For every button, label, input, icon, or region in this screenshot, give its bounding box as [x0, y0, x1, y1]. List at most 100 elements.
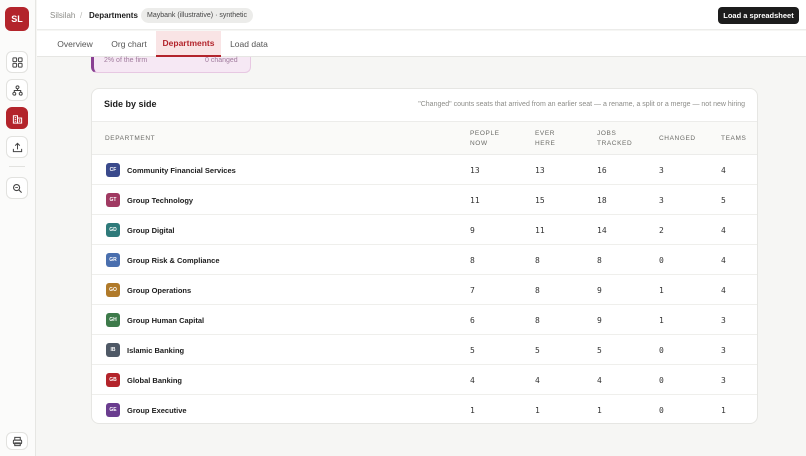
department-name[interactable]: Islamic Banking [127, 346, 184, 355]
cell-changed: 0 [659, 376, 664, 385]
cell-teams: 1 [721, 406, 726, 415]
cell-changed: 3 [659, 196, 664, 205]
cell-changed: 0 [659, 346, 664, 355]
cell-changed: 1 [659, 286, 664, 295]
cell-jobs-tracked: 14 [597, 226, 607, 235]
top-header: Silsilah / Departments Maybank (illustra… [37, 0, 806, 30]
table-row[interactable]: GB Global Banking 4 4 4 0 3 [92, 365, 758, 395]
cell-teams: 3 [721, 316, 726, 325]
cell-teams: 4 [721, 166, 726, 175]
cell-ever-here: 8 [535, 286, 540, 295]
table-row[interactable]: GO Group Operations 7 8 9 1 4 [92, 275, 758, 305]
department-badge: GR [106, 253, 120, 267]
department-name[interactable]: Group Executive [127, 406, 187, 415]
breadcrumb-root[interactable]: Silsilah [50, 11, 75, 20]
cell-people-now: 7 [470, 286, 475, 295]
cell-teams: 4 [721, 226, 726, 235]
department-name[interactable]: Group Operations [127, 286, 191, 295]
column-changed[interactable]: CHANGED [659, 134, 696, 144]
sidebar-item-overview[interactable] [6, 51, 28, 73]
department-name[interactable]: Group Human Capital [127, 316, 204, 325]
cell-teams: 4 [721, 256, 726, 265]
load-spreadsheet-button[interactable]: Load a spreadsheet [718, 7, 799, 24]
cell-jobs-tracked: 5 [597, 346, 602, 355]
cell-changed: 0 [659, 406, 664, 415]
cell-teams: 3 [721, 376, 726, 385]
cell-ever-here: 1 [535, 406, 540, 415]
cell-changed: 1 [659, 316, 664, 325]
table-row[interactable]: GT Group Technology 11 15 18 3 5 [92, 185, 758, 215]
cell-ever-here: 8 [535, 316, 540, 325]
cell-jobs-tracked: 18 [597, 196, 607, 205]
cell-ever-here: 4 [535, 376, 540, 385]
column-jobs-tracked[interactable]: JOBS TRACKED [597, 129, 632, 149]
peek-share-text: 2% of the firm [104, 57, 147, 64]
cell-teams: 5 [721, 196, 726, 205]
cell-ever-here: 11 [535, 226, 545, 235]
cell-people-now: 5 [470, 346, 475, 355]
upload-icon [12, 142, 23, 153]
print-button[interactable] [6, 432, 28, 450]
table-row[interactable]: CF Community Financial Services 13 13 16 3 4 [92, 155, 758, 185]
table-row[interactable]: IB Islamic Banking 5 5 5 0 3 [92, 335, 758, 365]
cell-people-now: 8 [470, 256, 475, 265]
cell-teams: 3 [721, 346, 726, 355]
department-badge: GT [106, 193, 120, 207]
tab-org-chart[interactable]: Org chart [102, 31, 156, 57]
cell-jobs-tracked: 9 [597, 286, 602, 295]
search-icon [12, 183, 23, 194]
department-badge: GE [106, 403, 120, 417]
department-name[interactable]: Community Financial Services [127, 166, 236, 175]
breadcrumb-separator: / [80, 11, 82, 20]
printer-icon [12, 436, 23, 447]
cell-ever-here: 13 [535, 166, 545, 175]
column-people-now[interactable]: PEOPLE NOW [470, 129, 500, 149]
table-header: DEPARTMENT PEOPLE NOW EVER HERE JOBS TRACKE… [92, 121, 758, 155]
cell-people-now: 1 [470, 406, 475, 415]
sidebar-item-org-chart[interactable] [6, 79, 28, 101]
cell-ever-here: 8 [535, 256, 540, 265]
tab-departments[interactable]: Departments [156, 31, 221, 57]
cell-changed: 2 [659, 226, 664, 235]
sidebar-item-load-data[interactable] [6, 136, 28, 158]
app-logo[interactable]: SL [5, 7, 29, 31]
org-chart-icon [12, 85, 23, 96]
side-by-side-card: Side by side "Changed" counts seats that… [91, 88, 758, 424]
sidebar-item-search[interactable] [6, 177, 28, 199]
column-department[interactable]: DEPARTMENT [105, 134, 155, 144]
cell-ever-here: 5 [535, 346, 540, 355]
department-summary-card[interactable]: 2% of the firm 0 changed [91, 57, 251, 73]
cell-jobs-tracked: 16 [597, 166, 607, 175]
tab-load-data[interactable]: Load data [223, 31, 275, 57]
column-teams[interactable]: TEAMS [721, 134, 746, 144]
table-row[interactable]: GD Group Digital 9 11 14 2 4 [92, 215, 758, 245]
column-ever-here[interactable]: EVER HERE [535, 129, 555, 149]
department-name[interactable]: Group Technology [127, 196, 193, 205]
sidebar-divider [9, 166, 25, 167]
department-name[interactable]: Global Banking [127, 376, 182, 385]
cell-people-now: 4 [470, 376, 475, 385]
table-row[interactable]: GR Group Risk & Compliance 8 8 8 0 4 [92, 245, 758, 275]
department-name[interactable]: Group Risk & Compliance [127, 256, 220, 265]
table-row[interactable]: GH Group Human Capital 6 8 9 1 3 [92, 305, 758, 335]
table-row[interactable]: GE Group Executive 1 1 1 0 1 [92, 395, 758, 424]
department-badge: IB [106, 343, 120, 357]
cell-people-now: 11 [470, 196, 480, 205]
department-badge: CF [106, 163, 120, 177]
tab-bar: Overview Org chart Departments Load data [37, 31, 806, 57]
tab-overview[interactable]: Overview [50, 31, 100, 57]
card-title: Side by side [104, 99, 157, 109]
cell-changed: 3 [659, 166, 664, 175]
cell-jobs-tracked: 9 [597, 316, 602, 325]
department-name[interactable]: Group Digital [127, 226, 175, 235]
cell-ever-here: 15 [535, 196, 545, 205]
breadcrumb-current: Departments [89, 11, 138, 20]
cell-people-now: 13 [470, 166, 480, 175]
buildings-icon [12, 113, 23, 124]
cell-changed: 0 [659, 256, 664, 265]
sidebar-item-departments[interactable] [6, 107, 28, 129]
peek-changed-text: 0 changed [205, 57, 238, 64]
cell-jobs-tracked: 1 [597, 406, 602, 415]
department-badge: GB [106, 373, 120, 387]
cell-people-now: 6 [470, 316, 475, 325]
